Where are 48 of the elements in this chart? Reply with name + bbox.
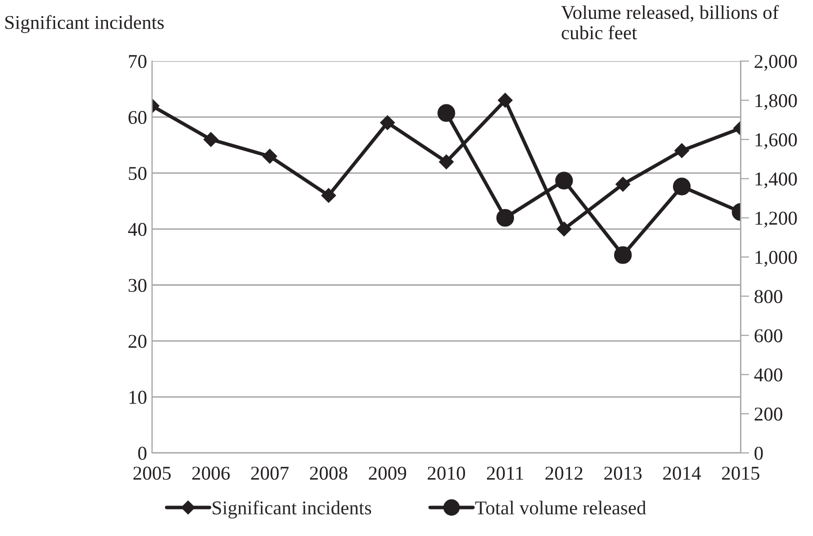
y2-tick-label: 800 xyxy=(754,290,782,304)
y2-tick-label: 0 xyxy=(754,446,763,460)
point xyxy=(556,222,572,236)
legend-label: Significant incidents xyxy=(212,500,372,518)
point xyxy=(672,178,691,196)
y2-tick-label: 2,000 xyxy=(754,54,797,71)
y2-tick-label: 1,200 xyxy=(756,212,797,228)
y-tick-label: 20 xyxy=(128,334,146,348)
y2-tick-label: 400 xyxy=(754,368,782,382)
point xyxy=(437,104,456,122)
y2-tick-label: 200 xyxy=(754,408,782,421)
point xyxy=(203,132,218,147)
x-tick-label: 2010 xyxy=(428,466,466,480)
y-axis-title: Significant incidents xyxy=(5,15,164,34)
y-tick-label: 30 xyxy=(128,278,146,292)
y-tick-label: 10 xyxy=(129,390,146,404)
x-tick-label: 2012 xyxy=(545,466,582,480)
x-tick-label: 2008 xyxy=(310,466,348,480)
x-tick-label: 2005 xyxy=(133,466,171,480)
legend-label: Total volume released xyxy=(475,500,646,514)
x-tick-label: 2015 xyxy=(722,466,760,480)
point xyxy=(674,143,690,158)
y-tick-label: 0 xyxy=(138,446,146,460)
x-tick-label: 2006 xyxy=(192,466,230,480)
point xyxy=(262,148,278,164)
point xyxy=(614,246,632,264)
point xyxy=(616,176,630,192)
x-tick-label: 2014 xyxy=(663,466,701,480)
y2-tick-label: 1,400 xyxy=(756,172,797,188)
x-tick-label: 2013 xyxy=(604,466,642,480)
point xyxy=(555,172,573,190)
point xyxy=(380,115,395,130)
y2-tick-label: 1,600 xyxy=(756,133,797,150)
point xyxy=(321,188,336,203)
point xyxy=(498,92,513,108)
point xyxy=(496,208,514,227)
x-tick-label: 2007 xyxy=(251,466,289,480)
y2-axis-title: Volume released, billions of cubic feet xyxy=(561,5,779,40)
point xyxy=(438,154,454,170)
x-tick-label: 2011 xyxy=(486,466,524,480)
y2-tick-label: 600 xyxy=(754,329,782,342)
y-tick-label: 40 xyxy=(128,222,146,236)
y-tick-label: 50 xyxy=(128,166,146,180)
y2-tick-label: 1,000 xyxy=(756,250,797,267)
x-tick-label: 2009 xyxy=(368,466,406,480)
y2-tick-label: 1,800 xyxy=(756,94,797,110)
y-tick-label: 60 xyxy=(128,110,146,124)
y-tick-label: 70 xyxy=(129,54,146,68)
